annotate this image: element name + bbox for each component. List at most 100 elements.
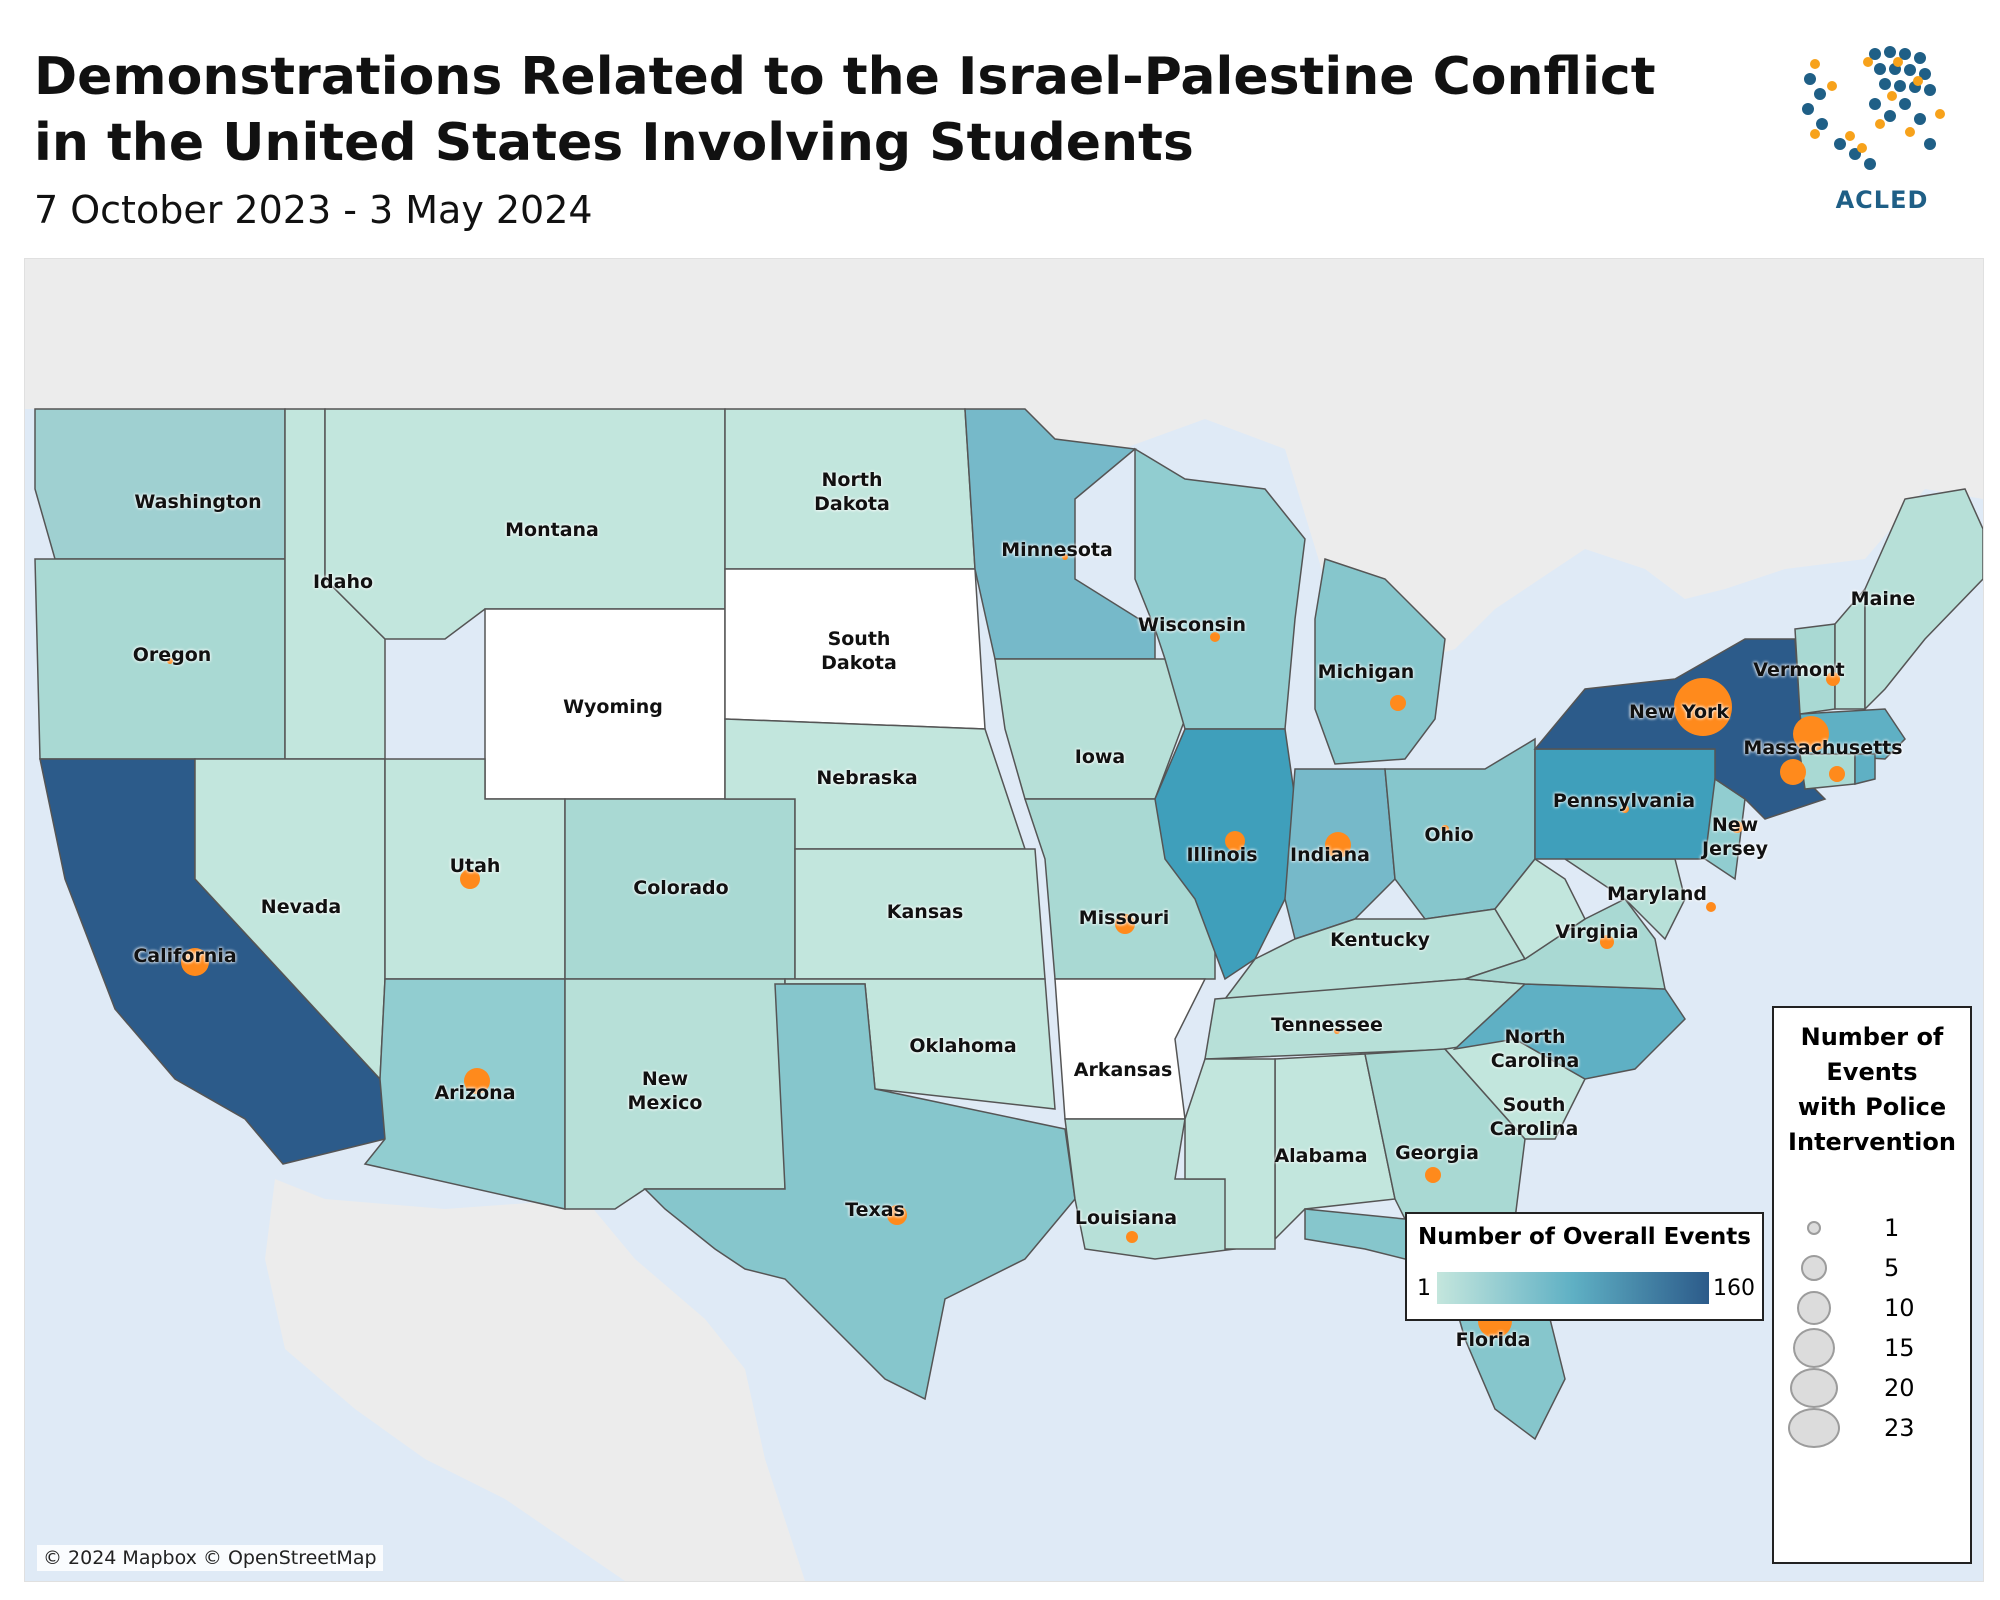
label-louisiana: Louisiana xyxy=(1074,1207,1178,1229)
police-bubbles xyxy=(167,554,1845,1338)
bubble-missouri[interactable] xyxy=(1115,914,1135,934)
label-maine: Maine xyxy=(1850,588,1916,610)
label-north-dakota: North Dakota xyxy=(814,469,890,515)
bubble-connecticut[interactable] xyxy=(1780,759,1806,785)
title-line-2: in the United States Involving Students xyxy=(34,113,1194,173)
legend-bubble-icon xyxy=(1788,1408,1840,1448)
label-arkansas: Arkansas xyxy=(1073,1059,1173,1081)
bubble-louisiana[interactable] xyxy=(1126,1231,1138,1243)
state-washington[interactable] xyxy=(34,408,286,560)
label-missouri: Missouri xyxy=(1078,907,1170,929)
state-rhode-island[interactable] xyxy=(1854,753,1876,785)
bubble-vermont[interactable] xyxy=(1826,672,1840,686)
police-legend-row: 10 xyxy=(1774,1288,1970,1328)
state-new-york[interactable] xyxy=(1533,638,1827,820)
label-indiana: Indiana xyxy=(1290,844,1370,866)
bubble-oregon[interactable] xyxy=(167,658,173,664)
label-new-york: New York xyxy=(1628,701,1730,723)
bubble-michigan[interactable] xyxy=(1390,695,1406,711)
label-pennsylvania: Pennsylvania xyxy=(1552,790,1696,812)
bubble-maryland[interactable] xyxy=(1706,902,1716,912)
police-legend-row: 5 xyxy=(1774,1248,1970,1288)
acled-globe-logo-icon xyxy=(1802,46,1945,170)
label-maryland: Maryland xyxy=(1607,883,1707,905)
bubble-massachusetts[interactable] xyxy=(1793,716,1829,752)
label-illinois: Illinois xyxy=(1186,844,1258,866)
canada-land xyxy=(25,259,1983,679)
bubble-tennessee[interactable] xyxy=(1334,1028,1340,1034)
bubble-utah[interactable] xyxy=(460,869,480,889)
legend-bubble-icon xyxy=(1797,1291,1831,1325)
bubble-wisconsin[interactable] xyxy=(1210,632,1220,642)
legend-bubble-icon xyxy=(1793,1328,1835,1368)
police-legend-value: 1 xyxy=(1884,1214,1900,1242)
police-legend-value: 23 xyxy=(1884,1414,1915,1442)
state-maine[interactable] xyxy=(1864,488,1983,711)
label-colorado: Colorado xyxy=(633,877,729,899)
police-legend-value: 5 xyxy=(1884,1254,1900,1282)
label-california: California xyxy=(133,945,237,967)
legend-bubble-icon xyxy=(1807,1221,1821,1235)
map-title: Demonstrations Related to the Israel-Pal… xyxy=(34,44,1656,176)
label-massachusetts: Massachusetts xyxy=(1743,737,1903,759)
label-nebraska: Nebraska xyxy=(816,767,918,789)
map-panel[interactable]: Washington Oregon California Idaho Nevad… xyxy=(24,258,1984,1582)
label-oregon: Oregon xyxy=(132,644,212,666)
label-vermont: Vermont xyxy=(1753,659,1845,681)
police-legend-row: 20 xyxy=(1774,1368,1970,1408)
label-north-carolina: North Carolina xyxy=(1490,1026,1580,1072)
label-nevada: Nevada xyxy=(260,896,342,918)
label-wyoming: Wyoming xyxy=(563,696,663,718)
bubble-arizona[interactable] xyxy=(464,1068,490,1094)
label-minnesota: Minnesota xyxy=(1001,539,1113,561)
bubble-indiana[interactable] xyxy=(1325,832,1351,858)
bubble-ohio[interactable] xyxy=(1441,825,1449,833)
bubble-illinois[interactable] xyxy=(1225,831,1245,851)
bubble-rhode-island[interactable] xyxy=(1829,766,1845,782)
bubble-minnesota[interactable] xyxy=(1062,554,1068,560)
police-legend-value: 20 xyxy=(1884,1374,1915,1402)
police-intervention-legend: Number of Events with Police Interventio… xyxy=(1772,1006,1972,1564)
bubble-new-york[interactable] xyxy=(1674,678,1732,736)
bubble-georgia[interactable] xyxy=(1425,1167,1441,1183)
us-states-map[interactable] xyxy=(25,259,1983,1581)
bubble-texas[interactable] xyxy=(887,1205,907,1225)
bubble-california[interactable] xyxy=(181,948,209,976)
overall-events-legend: Number of Overall Events 1 160 xyxy=(1405,1212,1764,1321)
state-iowa[interactable] xyxy=(994,658,1186,800)
police-legend-value: 15 xyxy=(1884,1334,1915,1362)
label-georgia: Georgia xyxy=(1395,1142,1479,1164)
label-texas: Texas xyxy=(845,1199,905,1221)
state-illinois[interactable] xyxy=(1154,728,1296,981)
label-new-jersey: New Jersey xyxy=(1702,814,1768,860)
state-michigan[interactable] xyxy=(1314,558,1446,765)
state-west-virginia[interactable] xyxy=(1494,857,1586,961)
state-texas[interactable] xyxy=(643,983,1076,1401)
state-arkansas[interactable] xyxy=(1054,978,1207,1120)
label-iowa: Iowa xyxy=(1074,746,1126,768)
police-legend-value: 10 xyxy=(1884,1294,1915,1322)
police-legend-title: Number of Events with Police Interventio… xyxy=(1788,1023,1956,1156)
label-michigan: Michigan xyxy=(1317,661,1415,683)
bubble-pennsylvania[interactable] xyxy=(1621,805,1629,813)
label-oklahoma: Oklahoma xyxy=(909,1035,1017,1057)
label-new-mexico: New Mexico xyxy=(627,1068,703,1114)
date-range-subtitle: 7 October 2023 - 3 May 2024 xyxy=(34,188,593,232)
label-arizona: Arizona xyxy=(434,1082,516,1104)
state-mississippi[interactable] xyxy=(1184,1058,1276,1250)
bubble-virginia[interactable] xyxy=(1600,935,1614,949)
acled-logo-text: ACLED xyxy=(1835,186,1929,214)
state-minnesota[interactable] xyxy=(964,408,1156,660)
label-kentucky: Kentucky xyxy=(1330,929,1430,951)
legend-bubble-icon xyxy=(1790,1368,1838,1408)
label-tennessee: Tennessee xyxy=(1271,1014,1383,1036)
label-alabama: Alabama xyxy=(1274,1145,1368,1167)
bubble-new-jersey[interactable] xyxy=(1731,821,1743,833)
label-idaho: Idaho xyxy=(312,571,374,593)
label-montana: Montana xyxy=(505,519,599,541)
overall-events-legend-max: 160 xyxy=(1713,1276,1755,1301)
overall-events-color-gradient xyxy=(1437,1272,1709,1304)
mexico-land xyxy=(265,1179,805,1581)
police-legend-row: 15 xyxy=(1774,1328,1970,1368)
map-attribution[interactable]: © 2024 Mapbox © OpenStreetMap xyxy=(37,1545,383,1571)
